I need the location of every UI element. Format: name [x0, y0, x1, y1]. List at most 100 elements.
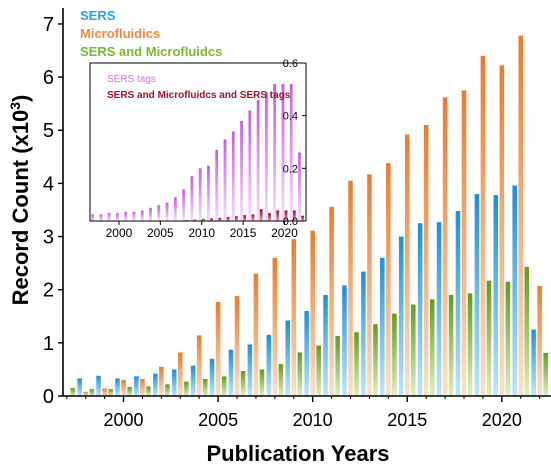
inset-bar-sers-tags-2001 [124, 212, 127, 221]
y-tick-label-2: 2 [43, 280, 54, 302]
inset-bar-sers-tags-2015 [240, 121, 243, 221]
bar-sers-and-microfluidcs-2018 [468, 293, 473, 396]
inset-bar-sers-tags-2012 [215, 150, 218, 221]
y-axis-label: Record Count (x103) [7, 95, 33, 306]
x-tick-label-2020: 2020 [482, 410, 522, 430]
inset-bar-sers-tags-2010 [199, 168, 202, 221]
bar-sers-and-microfluidcs-2016 [430, 299, 435, 396]
bar-sers-2007 [248, 344, 253, 396]
bar-sers-and-microfluidcs-2001 [146, 386, 151, 396]
bar-microfluidics-2014 [386, 163, 391, 396]
bar-sers-2021 [512, 186, 517, 396]
inset-legend-label-sers-microfluidcs-tags: SERS and Microfluidcs and SERS tags [107, 90, 291, 101]
bar-sers-and-microfluidcs-2014 [392, 314, 397, 396]
bar-sers-2011 [323, 295, 328, 396]
bar-sers-2019 [475, 194, 480, 396]
bar-sers-2003 [172, 369, 177, 396]
bar-sers-and-microfluidcs-2000 [127, 387, 132, 396]
inset-bar-sers-tags-2006 [166, 203, 169, 221]
bar-sers-and-microfluidcs-2006 [241, 371, 246, 396]
bar-microfluidics-1999 [102, 389, 107, 396]
y-tick-label-7: 7 [43, 14, 54, 36]
inset-bar-sers-tags-2019 [273, 84, 276, 221]
inset-bar-sers-microfluidcs-sers-tags-2014 [235, 216, 238, 221]
bar-sers-and-microfluidcs-2005 [222, 376, 227, 396]
bar-sers-2016 [418, 223, 423, 396]
bar-microfluidics-2000 [121, 380, 126, 396]
bar-sers-2018 [456, 211, 461, 396]
y-tick-label-1: 1 [43, 333, 54, 355]
inset-x-tick-label-2000: 2000 [106, 226, 133, 240]
x-axis-label: Publication Years [206, 441, 389, 466]
bar-microfluidics-2011 [329, 207, 334, 396]
inset-bar-sers-tags-2005 [157, 205, 160, 221]
bar-sers-and-microfluidcs-2010 [316, 346, 321, 396]
bar-sers-2006 [229, 350, 234, 396]
bar-microfluidics-2019 [481, 56, 486, 396]
bar-sers-2012 [342, 285, 347, 396]
bar-microfluidics-2006 [235, 296, 240, 396]
bar-sers-2015 [399, 237, 404, 396]
inset-bar-sers-microfluidcs-sers-tags-2016 [252, 214, 255, 221]
inset-bar-sers-tags-2008 [182, 189, 185, 221]
bar-sers-2000 [115, 378, 120, 396]
inset-bar-sers-tags-2013 [224, 139, 227, 221]
bar-sers-and-microfluidcs-2009 [298, 352, 303, 396]
inset-x-tick-label-2020: 2020 [271, 226, 298, 240]
bar-sers-and-microfluidcs-2004 [203, 379, 208, 396]
bar-microfluidics-2022 [537, 286, 542, 396]
bar-microfluidics-2008 [273, 258, 278, 396]
bar-sers-and-microfluidcs-2003 [184, 382, 189, 396]
inset-bar-sers-tags-2003 [141, 210, 144, 221]
inset-bar-sers-tags-2016 [248, 110, 251, 221]
bar-sers-and-microfluidcs-1997 [71, 388, 76, 396]
bar-sers-2002 [153, 374, 158, 396]
bar-sers-and-microfluidcs-2011 [335, 336, 340, 396]
y-axis-label-superscript: 3 [7, 102, 23, 110]
inset-x-tick-label-2010: 2010 [188, 226, 215, 240]
inset-bar-sers-tags-2011 [207, 166, 210, 221]
bar-sers-2005 [210, 359, 215, 396]
bar-microfluidics-2021 [518, 36, 523, 396]
inset-bar-sers-tags-1997 [91, 214, 94, 221]
x-tick-label-2005: 2005 [198, 410, 238, 430]
inset-x-tick-label-2005: 2005 [147, 226, 174, 240]
bar-sers-and-microfluidcs-2021 [525, 267, 530, 396]
inset-bar-sers-tags-2007 [174, 197, 177, 221]
bar-microfluidics-2017 [443, 97, 448, 396]
bar-microfluidics-2004 [197, 335, 202, 396]
bar-microfluidics-2016 [424, 125, 429, 396]
bar-sers-and-microfluidcs-2002 [165, 384, 170, 396]
bar-sers-2008 [267, 335, 272, 396]
bar-microfluidics-2005 [216, 302, 221, 396]
inset-bar-sers-microfluidcs-sers-tags-2017 [260, 209, 263, 221]
inset-y-tick-label-0.2: 0.2 [283, 163, 298, 175]
bar-sers-1999 [96, 376, 101, 396]
bar-sers-and-microfluidcs-2019 [487, 281, 492, 396]
bar-sers-2009 [285, 321, 290, 396]
bar-microfluidics-2009 [291, 239, 296, 396]
inset-bar-sers-tags-2014 [232, 131, 235, 221]
inset-bar-sers-tags-2000 [116, 213, 119, 221]
x-tick-label-2010: 2010 [293, 410, 333, 430]
inset-y-tick-label-0.6: 0.6 [283, 58, 298, 70]
inset-bar-sers-tags-2017 [257, 100, 260, 221]
bar-microfluidics-2018 [462, 90, 467, 396]
inset-bar-sers-tags-2018 [265, 92, 268, 221]
y-tick-label-4: 4 [43, 173, 54, 195]
bar-sers-2017 [437, 222, 442, 396]
legend-label-microfluidics: Microfluidics [80, 26, 160, 41]
bar-sers-2020 [494, 195, 499, 396]
bar-sers-1998 [77, 378, 82, 396]
bar-sers-2022 [531, 330, 536, 396]
inset-bar-sers-microfluidcs-sers-tags-2013 [227, 217, 230, 221]
inset-bar-sers-tags-1998 [99, 214, 102, 221]
inset-bar-sers-tags-2009 [190, 176, 193, 221]
bar-microfluidics-2001 [140, 379, 145, 396]
y-tick-label-3: 3 [43, 227, 54, 249]
bar-sers-and-microfluidcs-2013 [373, 324, 378, 396]
inset-bar-sers-microfluidcs-sers-tags-2022 [301, 216, 304, 221]
y-tick-label-6: 6 [43, 67, 54, 89]
bar-sers-2013 [361, 272, 366, 396]
